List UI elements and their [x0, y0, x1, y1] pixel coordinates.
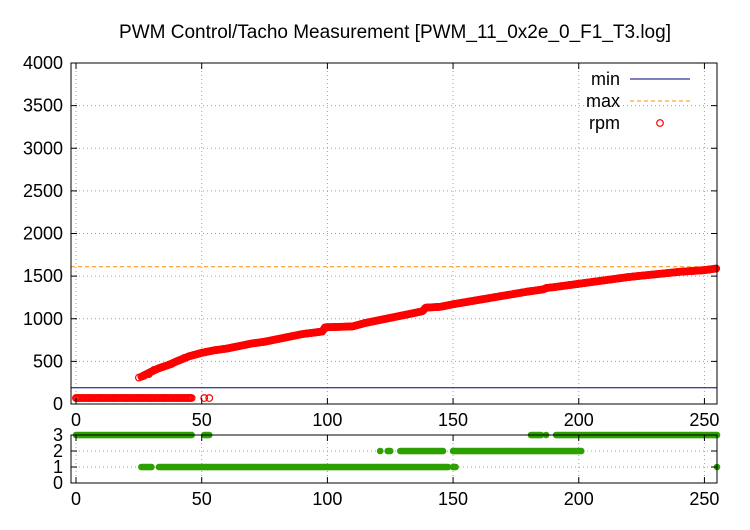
- rpm-point: [172, 394, 181, 402]
- top-xtick-label: 0: [71, 410, 81, 430]
- top-xtick-label: 150: [438, 410, 468, 430]
- bottom-xtick-label: 150: [438, 489, 468, 509]
- top-ytick-label: 3500: [23, 96, 63, 116]
- rpm-point: [185, 394, 194, 402]
- rpm-point: [712, 264, 721, 273]
- bottom-ytick-label: 1: [53, 457, 63, 477]
- status-point: [386, 447, 394, 455]
- bottom-ytick-label: 0: [53, 473, 63, 493]
- grid-layer: [71, 62, 717, 484]
- rpm-point: [205, 394, 214, 402]
- bottom-xtick-label: 250: [689, 489, 719, 509]
- data-layer: [72, 264, 721, 471]
- status-point: [444, 463, 452, 471]
- status-point: [376, 447, 384, 455]
- rpm-point: [84, 394, 93, 402]
- rpm-point: [122, 394, 131, 402]
- status-point: [577, 447, 585, 455]
- rpm-point: [97, 394, 106, 402]
- rpm-point: [160, 394, 168, 402]
- bottom-ytick-label: 2: [53, 441, 63, 461]
- bottom-xtick-label: 50: [192, 489, 212, 509]
- bottom-xtick-label: 100: [312, 489, 342, 509]
- bottom-ytick-label: 3: [53, 425, 63, 445]
- top-ytick-label: 2500: [23, 181, 63, 201]
- top-ytick-label: 3000: [23, 138, 63, 158]
- bottom-xtick-label: 0: [71, 489, 81, 509]
- legend-swatch-rpm: [656, 119, 664, 127]
- reference-lines: [71, 266, 717, 389]
- top-ytick-label: 1000: [23, 309, 63, 329]
- top-ytick-label: 0: [53, 394, 63, 414]
- rpm-point: [147, 394, 156, 402]
- top-xtick-label: 200: [564, 410, 594, 430]
- top-ytick-label: 2000: [23, 224, 63, 244]
- legend-label-max: max: [586, 91, 620, 111]
- top-ytick-label: 1500: [23, 266, 63, 286]
- status-point: [439, 447, 447, 455]
- status-point: [452, 463, 459, 471]
- top-xtick-label: 250: [689, 410, 719, 430]
- top-ytick-label: 4000: [23, 53, 63, 73]
- chart-title: PWM Control/Tacho Measurement [PWM_11_0x…: [119, 22, 671, 43]
- legend-label-rpm: rpm: [589, 113, 620, 133]
- top-xtick-label: 100: [312, 410, 342, 430]
- bottom-plot-frame: [70, 434, 718, 484]
- top-xtick-label: 50: [192, 410, 212, 430]
- legend-label-min: min: [591, 69, 620, 89]
- rpm-point: [134, 394, 143, 402]
- rpm-point: [109, 394, 118, 402]
- rpm-point: [200, 394, 209, 402]
- rpm-point: [187, 394, 196, 402]
- status-point: [148, 463, 155, 471]
- top-ytick-label: 500: [33, 351, 63, 371]
- tick-labels: 0 50 100 150 200 2500500100015002000250030003…: [23, 53, 720, 509]
- axes-layer: [70, 62, 718, 484]
- bottom-xtick-label: 200: [564, 489, 594, 509]
